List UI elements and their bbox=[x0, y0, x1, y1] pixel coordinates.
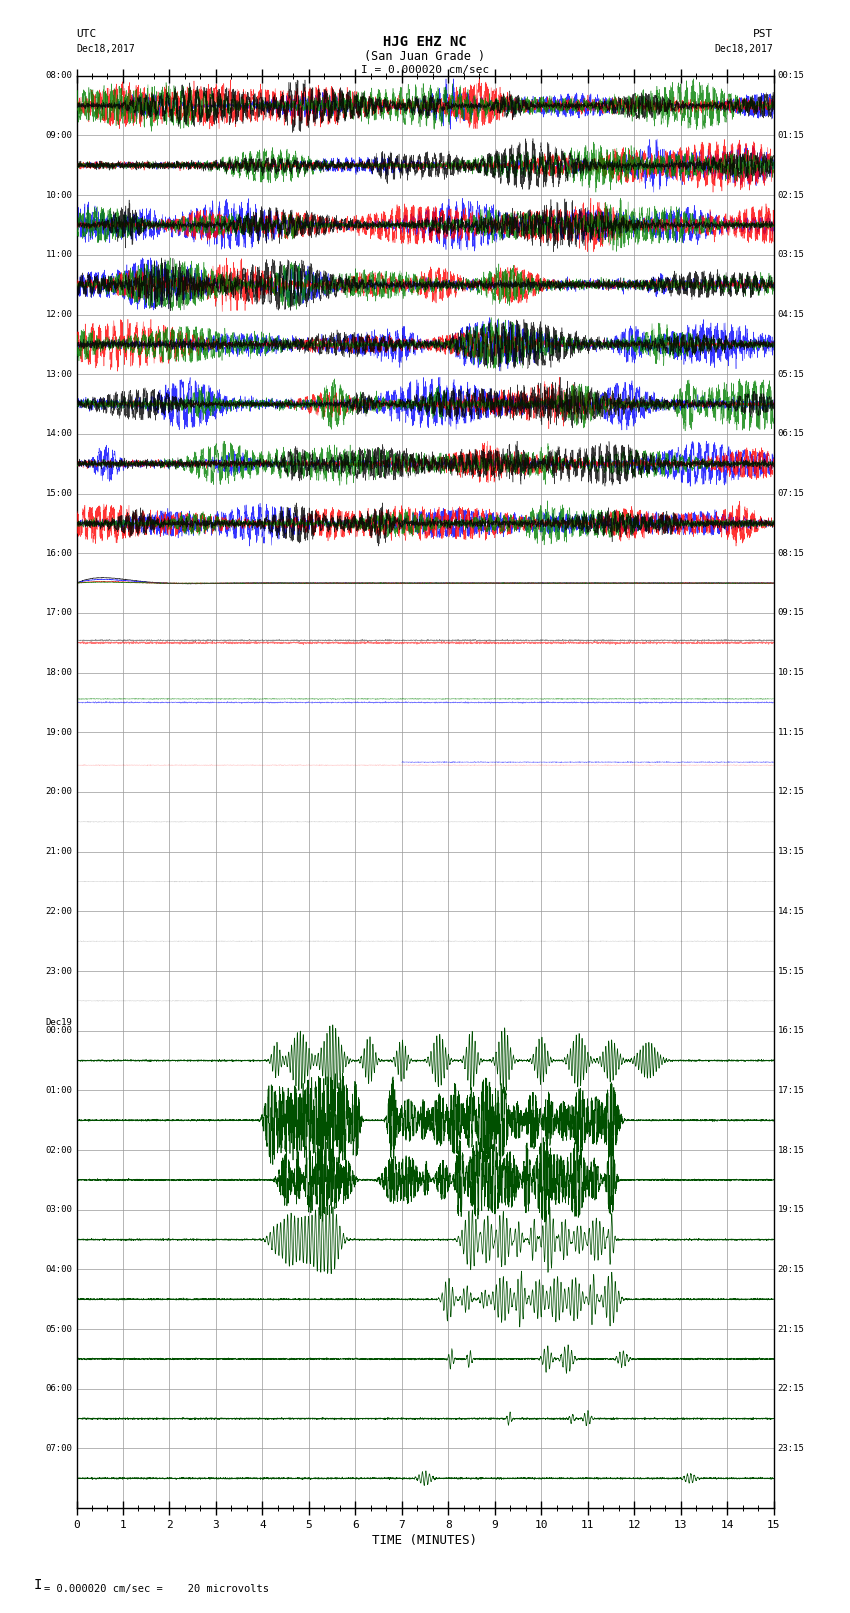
Text: 09:15: 09:15 bbox=[778, 608, 805, 618]
Text: 02:15: 02:15 bbox=[778, 190, 805, 200]
Text: 12:00: 12:00 bbox=[45, 310, 72, 319]
Text: 09:00: 09:00 bbox=[45, 131, 72, 140]
Text: 12:15: 12:15 bbox=[778, 787, 805, 797]
Text: 23:15: 23:15 bbox=[778, 1444, 805, 1453]
Text: 03:15: 03:15 bbox=[778, 250, 805, 260]
Text: 04:00: 04:00 bbox=[45, 1265, 72, 1274]
Text: 14:00: 14:00 bbox=[45, 429, 72, 439]
Text: Dec18,2017: Dec18,2017 bbox=[715, 44, 774, 53]
Text: I: I bbox=[33, 1578, 42, 1592]
Text: 18:00: 18:00 bbox=[45, 668, 72, 677]
Text: 07:00: 07:00 bbox=[45, 1444, 72, 1453]
Text: I = 0.000020 cm/sec: I = 0.000020 cm/sec bbox=[361, 65, 489, 74]
Text: 06:15: 06:15 bbox=[778, 429, 805, 439]
Text: 10:00: 10:00 bbox=[45, 190, 72, 200]
Text: 13:15: 13:15 bbox=[778, 847, 805, 857]
Text: (San Juan Grade ): (San Juan Grade ) bbox=[365, 50, 485, 63]
X-axis label: TIME (MINUTES): TIME (MINUTES) bbox=[372, 1534, 478, 1547]
Text: 15:00: 15:00 bbox=[45, 489, 72, 498]
Text: Dec19: Dec19 bbox=[45, 1018, 72, 1027]
Text: 16:15: 16:15 bbox=[778, 1026, 805, 1036]
Text: 08:15: 08:15 bbox=[778, 548, 805, 558]
Text: 20:15: 20:15 bbox=[778, 1265, 805, 1274]
Text: Dec18,2017: Dec18,2017 bbox=[76, 44, 135, 53]
Text: 18:15: 18:15 bbox=[778, 1145, 805, 1155]
Text: 11:00: 11:00 bbox=[45, 250, 72, 260]
Text: HJG EHZ NC: HJG EHZ NC bbox=[383, 35, 467, 50]
Text: 08:00: 08:00 bbox=[45, 71, 72, 81]
Text: 20:00: 20:00 bbox=[45, 787, 72, 797]
Text: 21:00: 21:00 bbox=[45, 847, 72, 857]
Text: 14:15: 14:15 bbox=[778, 907, 805, 916]
Text: 19:00: 19:00 bbox=[45, 727, 72, 737]
Text: 17:00: 17:00 bbox=[45, 608, 72, 618]
Text: PST: PST bbox=[753, 29, 774, 39]
Text: 03:00: 03:00 bbox=[45, 1205, 72, 1215]
Text: 01:15: 01:15 bbox=[778, 131, 805, 140]
Text: 22:15: 22:15 bbox=[778, 1384, 805, 1394]
Text: 10:15: 10:15 bbox=[778, 668, 805, 677]
Text: 00:15: 00:15 bbox=[778, 71, 805, 81]
Text: 19:15: 19:15 bbox=[778, 1205, 805, 1215]
Text: 04:15: 04:15 bbox=[778, 310, 805, 319]
Text: 05:15: 05:15 bbox=[778, 369, 805, 379]
Text: 01:00: 01:00 bbox=[45, 1086, 72, 1095]
Text: 17:15: 17:15 bbox=[778, 1086, 805, 1095]
Text: 16:00: 16:00 bbox=[45, 548, 72, 558]
Text: 02:00: 02:00 bbox=[45, 1145, 72, 1155]
Text: 11:15: 11:15 bbox=[778, 727, 805, 737]
Text: 21:15: 21:15 bbox=[778, 1324, 805, 1334]
Text: = 0.000020 cm/sec =    20 microvolts: = 0.000020 cm/sec = 20 microvolts bbox=[44, 1584, 269, 1594]
Text: 15:15: 15:15 bbox=[778, 966, 805, 976]
Text: 22:00: 22:00 bbox=[45, 907, 72, 916]
Text: 07:15: 07:15 bbox=[778, 489, 805, 498]
Text: 05:00: 05:00 bbox=[45, 1324, 72, 1334]
Text: 13:00: 13:00 bbox=[45, 369, 72, 379]
Text: 06:00: 06:00 bbox=[45, 1384, 72, 1394]
Text: UTC: UTC bbox=[76, 29, 97, 39]
Text: 00:00: 00:00 bbox=[45, 1026, 72, 1036]
Text: 23:00: 23:00 bbox=[45, 966, 72, 976]
